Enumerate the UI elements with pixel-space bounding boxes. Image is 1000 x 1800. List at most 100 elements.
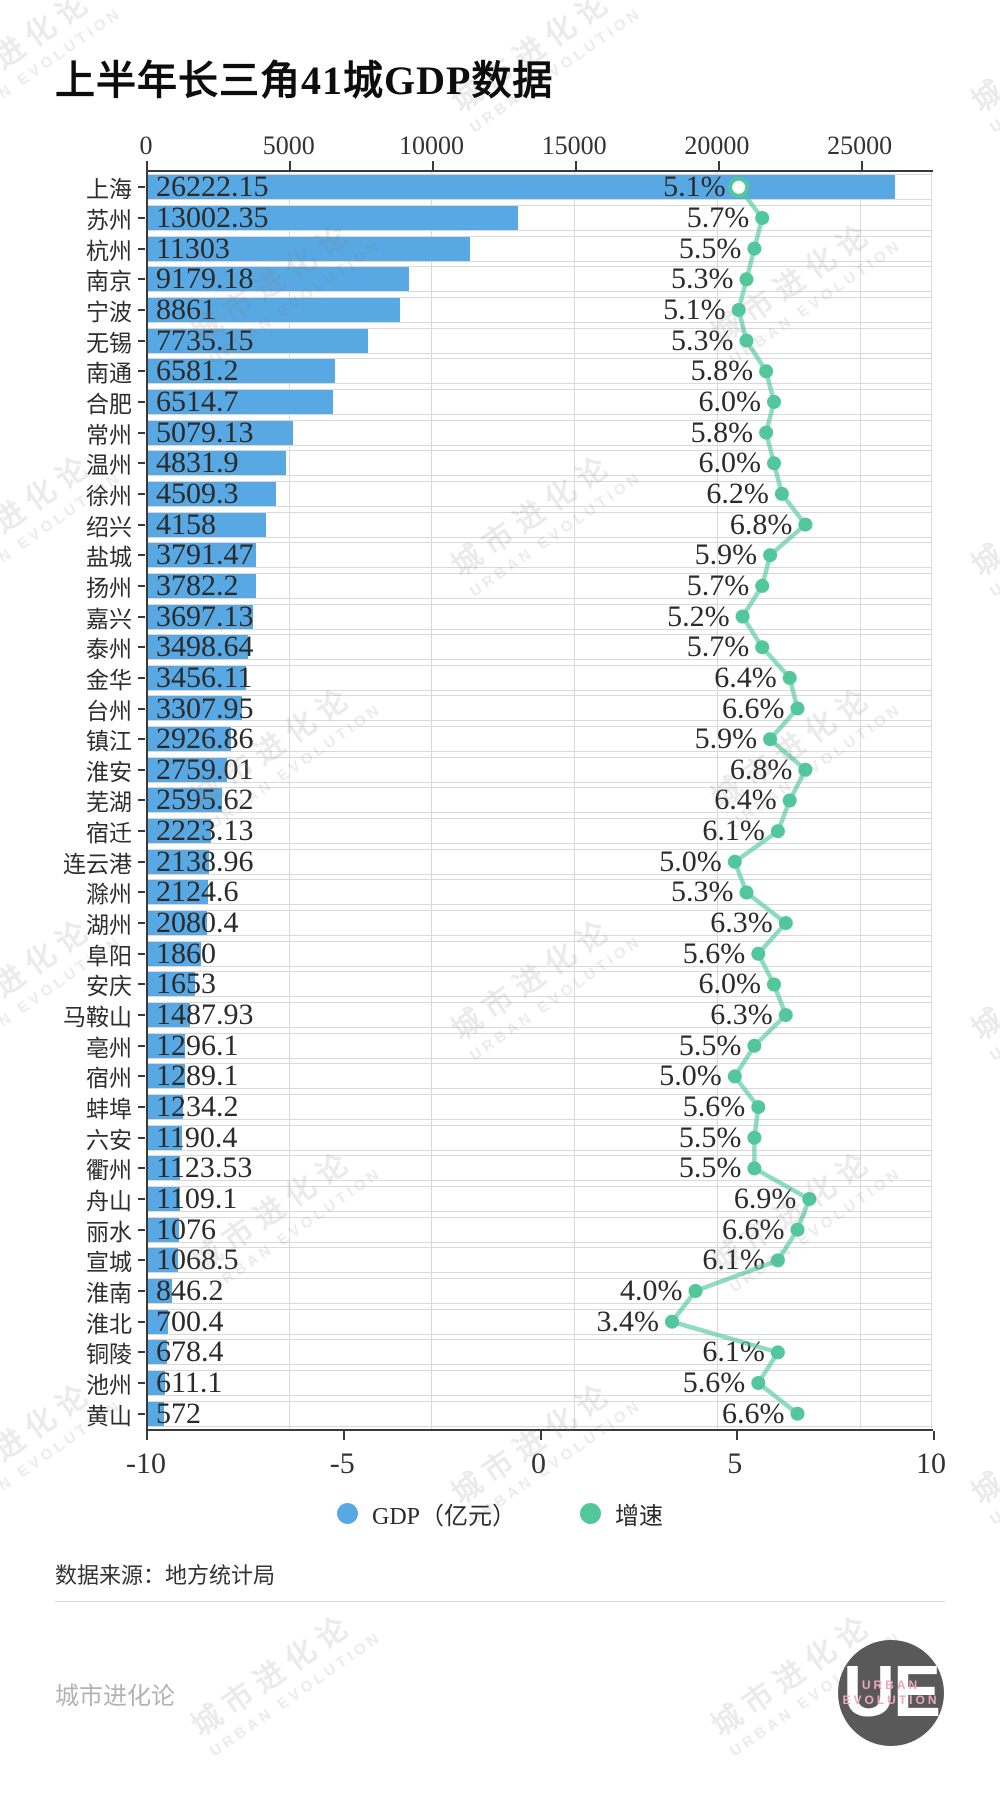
category-axis-tick — [138, 891, 145, 894]
category-axis-tick — [138, 1198, 145, 1201]
gdp-legend-dot-icon — [336, 1503, 358, 1524]
city-label: 丽水 — [86, 1219, 132, 1245]
growth-marker — [770, 824, 785, 839]
gdp-bar — [148, 1217, 179, 1242]
growth-marker — [802, 1192, 817, 1207]
growth-axis-labels: -10 -5 0 5 10 — [126, 1447, 946, 1483]
growth-value-label: 6.8% — [729, 752, 793, 786]
gdp-axis-tick-label: 15000 — [541, 131, 607, 160]
growth-marker — [747, 1161, 762, 1176]
legend-item-gdp: GDP（亿元） — [336, 1496, 516, 1531]
row-band — [148, 235, 931, 262]
city-label: 安庆 — [86, 974, 132, 1000]
growth-marker — [747, 241, 762, 256]
category-axis-tick — [138, 400, 145, 403]
growth-marker — [688, 1284, 703, 1298]
chart-row: 淮南 846.2 4.0% — [0, 1274, 1000, 1308]
gdp-bar — [148, 481, 277, 506]
growth-marker — [790, 701, 805, 716]
growth-marker — [735, 609, 750, 624]
gdp-bar — [148, 604, 254, 629]
city-label: 连云港 — [63, 851, 132, 877]
gdp-value-label: 1109.1 — [156, 1182, 238, 1216]
vertical-gridline — [859, 172, 861, 1429]
gdp-value-label: 3456.11 — [156, 660, 253, 694]
city-label: 湖州 — [86, 913, 132, 939]
gdp-axis-tick — [289, 161, 292, 170]
city-label: 绍兴 — [86, 514, 132, 540]
growth-value-label: 5.5% — [678, 231, 742, 265]
category-axis-tick — [138, 247, 145, 250]
category-axis-tick — [138, 1106, 145, 1109]
chart-title: 上半年长三角41城GDP数据 — [55, 58, 554, 103]
category-axis-tick — [138, 431, 145, 434]
row-band — [148, 940, 931, 967]
gdp-value-label: 2759.01 — [156, 752, 254, 786]
growth-marker — [731, 303, 746, 317]
city-label: 嘉兴 — [86, 606, 132, 632]
row-band — [148, 603, 931, 630]
gdp-value-label: 846.2 — [156, 1274, 224, 1308]
growth-marker — [774, 486, 789, 501]
gdp-value-label: 678.4 — [156, 1335, 224, 1369]
chart-row: 温州 4831.9 6.0% — [0, 446, 1000, 480]
gdp-bar — [148, 727, 232, 752]
growth-marker — [739, 272, 754, 287]
gdp-bar — [148, 696, 243, 721]
city-label: 杭州 — [86, 238, 132, 264]
category-axis-tick — [138, 1014, 145, 1017]
city-label: 盐城 — [86, 545, 132, 571]
city-label: 泰州 — [86, 637, 132, 663]
city-label: 常州 — [86, 422, 132, 448]
category-axis-tick — [138, 1167, 145, 1170]
gdp-value-label: 1653 — [156, 967, 216, 1001]
watermark-en-text: URBAN EVOLUTION — [206, 1628, 386, 1761]
gdp-bar — [148, 267, 410, 292]
row-band — [148, 296, 931, 323]
gdp-value-label: 611.1 — [156, 1366, 223, 1399]
grid-layer — [146, 172, 932, 1429]
row-band — [148, 879, 931, 906]
growth-axis-tick-label: 5 — [727, 1447, 743, 1480]
gdp-bar — [148, 420, 293, 445]
gdp-bar — [148, 819, 212, 844]
chart-row: 常州 5079.13 5.8% — [0, 416, 1000, 449]
chart-row: 丽水 1076 6.6% — [0, 1213, 1000, 1246]
row-band — [148, 910, 931, 937]
row-band — [148, 971, 931, 998]
chart-row: 无锡 7735.15 5.3% — [0, 324, 1000, 357]
gdp-value-label: 1860 — [156, 936, 216, 970]
gdp-value-label: 3307.95 — [156, 691, 254, 725]
gdp-value-label: 3782.2 — [156, 568, 239, 602]
growth-value-label: 6.6% — [722, 1396, 785, 1430]
gdp-bar — [148, 941, 201, 966]
growth-axis-tick-label: 0 — [531, 1447, 546, 1480]
gdp-bar — [148, 849, 209, 874]
growth-axis-tick — [146, 1431, 148, 1440]
row-band — [148, 174, 931, 201]
growth-value-label: 6.0% — [698, 446, 762, 480]
gdp-axis-tick-label: 0 — [139, 131, 153, 160]
row-band — [148, 756, 931, 783]
gdp-bar — [148, 1095, 184, 1120]
category-axis-tick — [138, 1351, 145, 1354]
city-label: 宿州 — [86, 1066, 132, 1092]
chart-row: 嘉兴 3697.13 5.2% — [0, 600, 1000, 633]
growth-value-label: 3.4% — [596, 1304, 659, 1338]
gdp-value-label: 1289.1 — [156, 1059, 239, 1093]
city-label: 合肥 — [86, 391, 132, 417]
gdp-value-label: 2223.13 — [156, 814, 254, 848]
growth-marker — [767, 394, 781, 409]
city-label: 苏州 — [86, 207, 132, 233]
growth-value-label: 6.1% — [702, 814, 765, 848]
row-band — [148, 572, 931, 599]
gdp-value-label: 2595.62 — [156, 783, 254, 817]
row-band — [148, 1308, 931, 1335]
city-label: 南通 — [86, 361, 132, 387]
vertical-gridline — [288, 172, 290, 1429]
growth-value-label: 5.5% — [678, 1151, 742, 1185]
growth-marker — [798, 517, 813, 532]
gdp-bar — [148, 880, 209, 905]
growth-marker — [739, 333, 754, 348]
gdp-bar — [148, 1187, 180, 1212]
